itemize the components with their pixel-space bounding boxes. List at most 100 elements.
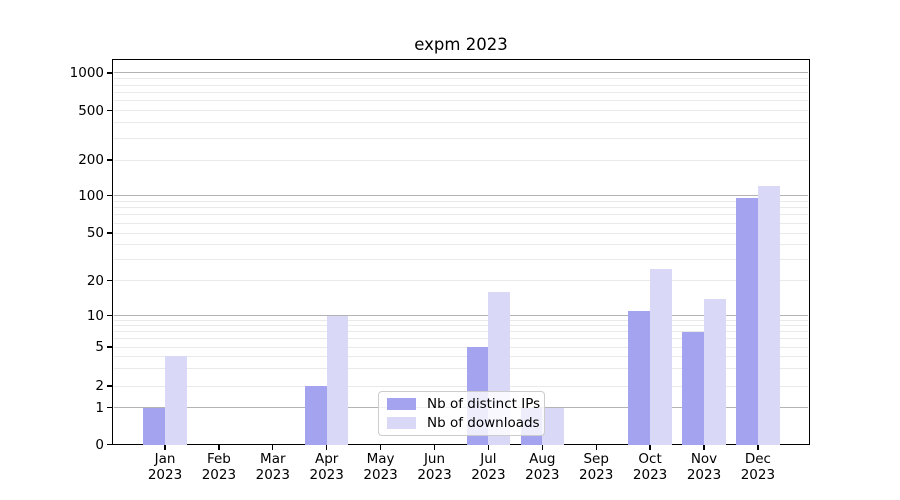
y-tick-mark [107, 406, 112, 409]
x-tick-label-line2: 2023 [740, 466, 776, 483]
y-tick-label: 50 [86, 225, 104, 241]
x-tick-label: Oct 2023 [620, 451, 680, 483]
x-tick-label: Jun 2023 [405, 451, 465, 483]
chart-title: expm 2023 [414, 35, 508, 54]
legend: Nb of distinct IPs Nb of downloads [378, 391, 545, 436]
legend-label-distinct-ips: Nb of distinct IPs [427, 396, 541, 413]
x-tick-label: Feb 2023 [189, 451, 249, 483]
y-tick-label: 10 [86, 307, 104, 324]
x-tick-mark [703, 445, 705, 450]
x-tick-mark [272, 445, 274, 450]
x-tick-mark [487, 445, 490, 450]
y-gridline-minor [114, 244, 808, 246]
x-tick-mark [757, 445, 759, 450]
y-gridline-minor [114, 122, 808, 124]
bar-distinct-ips-nov [682, 331, 704, 445]
x-tick-label-line1: Nov [690, 451, 718, 467]
y-gridline-minor [114, 110, 808, 111]
y-gridline-minor [114, 91, 808, 93]
x-tick-label-line2: 2023 [525, 466, 560, 483]
bar-downloads-nov [704, 298, 726, 445]
x-tick-label-line2: 2023 [686, 466, 722, 483]
x-tick-label: Dec 2023 [728, 451, 788, 483]
y-tick-mark [107, 232, 112, 234]
y-tick-mark [107, 346, 112, 348]
bar-downloads-oct [650, 269, 672, 445]
x-tick-label-line2: 2023 [417, 466, 452, 483]
y-gridline-minor [114, 222, 808, 224]
y-gridline-minor [114, 280, 808, 282]
legend-entry-distinct-ips: Nb of distinct IPs [387, 396, 540, 412]
y-gridline-minor [114, 259, 808, 261]
y-tick-label: 20 [86, 272, 104, 289]
x-tick-mark [379, 445, 382, 450]
x-tick-label-line1: Sep [583, 451, 609, 467]
x-tick-label: Sep 2023 [566, 451, 626, 483]
bar-distinct-ips-apr [305, 386, 327, 445]
x-tick-label-line2: 2023 [363, 466, 398, 483]
legend-swatch-distinct-ips-icon [387, 398, 416, 411]
x-tick-label-line1: Jul [480, 451, 497, 467]
x-tick-label-line2: 2023 [147, 466, 183, 483]
y-gridline-major [114, 72, 808, 74]
bar-downloads-jan [165, 356, 187, 445]
x-tick-label: Mar 2023 [243, 451, 303, 483]
x-tick-label-line2: 2023 [471, 466, 506, 483]
y-tick-label: 1 [95, 399, 104, 416]
y-tick-mark [107, 385, 112, 387]
y-tick-mark [107, 443, 112, 446]
x-tick-label-line1: Mar [260, 451, 286, 467]
y-tick-label: 200 [78, 152, 104, 168]
x-tick-label-line2: 2023 [255, 466, 290, 483]
x-tick-label-line1: Jun [423, 451, 446, 467]
bar-distinct-ips-jan [143, 407, 165, 445]
y-tick-label: 500 [78, 102, 104, 119]
y-gridline-major [114, 195, 808, 197]
x-tick-mark [541, 445, 543, 450]
x-tick-label-line1: Apr [315, 451, 339, 467]
x-tick-label: Apr 2023 [297, 451, 357, 483]
x-tick-label: May 2023 [351, 451, 411, 483]
y-tick-mark [107, 159, 112, 161]
y-tick-mark [107, 195, 112, 197]
y-tick-mark [107, 280, 112, 282]
y-gridline-minor [114, 338, 808, 340]
y-tick-label: 0 [95, 436, 104, 453]
x-tick-label-line2: 2023 [201, 466, 237, 483]
bar-downloads-aug [542, 407, 564, 445]
legend-label-downloads: Nb of downloads [427, 414, 540, 431]
y-gridline-minor [114, 100, 808, 102]
x-tick-label-line1: Aug [529, 451, 556, 467]
y-gridline-major [114, 315, 808, 317]
y-tick-label: 5 [95, 339, 104, 355]
x-tick-label-line2: 2023 [309, 466, 344, 483]
y-gridline-minor [114, 84, 808, 86]
x-tick-label-line2: 2023 [579, 466, 614, 483]
y-gridline-minor [114, 385, 808, 387]
y-gridline-minor [114, 368, 808, 370]
y-gridline-minor [114, 325, 808, 327]
legend-swatch-downloads-icon [387, 416, 416, 429]
y-gridline-minor [114, 214, 808, 216]
y-gridline-minor [114, 200, 808, 202]
x-tick-label: Jul 2023 [458, 451, 518, 483]
y-gridline-minor [114, 78, 808, 80]
y-tick-mark [107, 315, 112, 317]
x-tick-mark [595, 445, 597, 450]
y-gridline-minor [114, 232, 808, 234]
y-tick-label: 2 [95, 378, 104, 394]
x-tick-label-line1: May [366, 451, 395, 467]
y-tick-mark [107, 109, 112, 112]
x-tick-label-line1: Oct [638, 451, 662, 467]
bar-downloads-apr [326, 315, 349, 445]
y-gridline-minor [114, 355, 808, 357]
y-gridline-minor [114, 319, 808, 321]
y-gridline-minor [114, 346, 808, 348]
x-tick-label: Jan 2023 [135, 451, 195, 483]
y-tick-label: 100 [78, 187, 104, 204]
legend-entry-downloads: Nb of downloads [387, 415, 540, 431]
x-tick-label-line1: Dec [744, 451, 771, 467]
x-tick-label-line1: Jan [154, 451, 176, 467]
x-tick-label: Aug 2023 [512, 451, 572, 483]
